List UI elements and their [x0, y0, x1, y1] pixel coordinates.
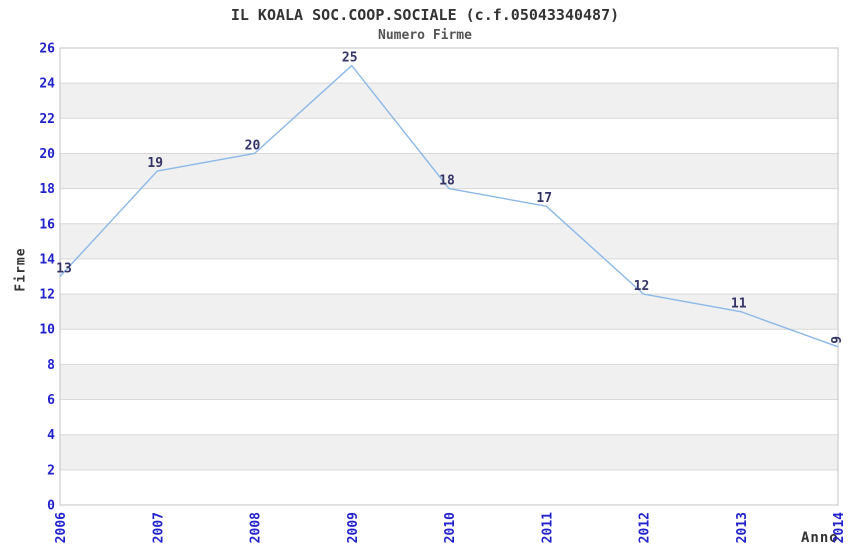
y-tick-label: 8 — [47, 358, 55, 373]
x-tick-label: 2010 — [443, 512, 458, 543]
plot-band — [60, 294, 838, 330]
plot-band — [60, 118, 838, 154]
x-tick-label: 2013 — [735, 512, 750, 543]
series-line — [59, 64, 839, 348]
x-tick-label: 2007 — [151, 512, 166, 543]
y-tick-label: 10 — [39, 323, 55, 338]
point-label: 20 — [245, 138, 261, 153]
plot-band — [60, 223, 838, 259]
chart-subtitle: Numero Firme — [378, 28, 472, 43]
plot-band — [60, 434, 838, 470]
chart-title: IL KOALA SOC.COOP.SOCIALE (c.f.050433404… — [230, 6, 620, 24]
x-tick-label: 2011 — [540, 512, 555, 543]
y-tick-label: 22 — [39, 112, 55, 127]
x-tick-label: 2012 — [638, 512, 653, 543]
y-tick-label: 6 — [47, 393, 55, 408]
point-label: 25 — [342, 51, 358, 66]
y-tick-label: 20 — [39, 147, 55, 162]
y-tick-label: 4 — [47, 428, 55, 443]
point-label: 12 — [634, 279, 650, 294]
y-tick-label: 18 — [39, 182, 55, 197]
x-tick-label: 2009 — [346, 512, 361, 543]
y-tick-label: 26 — [39, 42, 55, 57]
x-tick-label: 2006 — [54, 512, 69, 543]
point-label: 18 — [439, 174, 455, 189]
y-tick-label: 12 — [39, 288, 55, 303]
y-tick-label: 14 — [39, 252, 55, 267]
plot-band — [60, 258, 838, 295]
plot-band — [60, 188, 838, 224]
x-tick-label: 2014 — [832, 512, 847, 543]
y-tick-label: 0 — [47, 499, 55, 514]
point-label: 19 — [147, 156, 163, 171]
plot-band — [60, 83, 838, 119]
x-axis-title: Anno — [801, 530, 839, 546]
plot-band — [60, 48, 838, 84]
y-tick-label: 2 — [47, 463, 55, 478]
point-label: 13 — [56, 262, 72, 277]
plot-band — [60, 469, 838, 505]
y-tick-label: 16 — [39, 217, 55, 232]
plot-band — [60, 329, 838, 365]
plot-band — [60, 399, 838, 435]
point-label: 11 — [731, 297, 747, 312]
point-label: 17 — [536, 191, 552, 206]
point-label: 9 — [830, 336, 845, 344]
plot-band — [60, 153, 838, 189]
x-tick-label: 2008 — [249, 512, 264, 543]
y-tick-label: 24 — [39, 77, 55, 92]
plot-band — [60, 364, 838, 400]
